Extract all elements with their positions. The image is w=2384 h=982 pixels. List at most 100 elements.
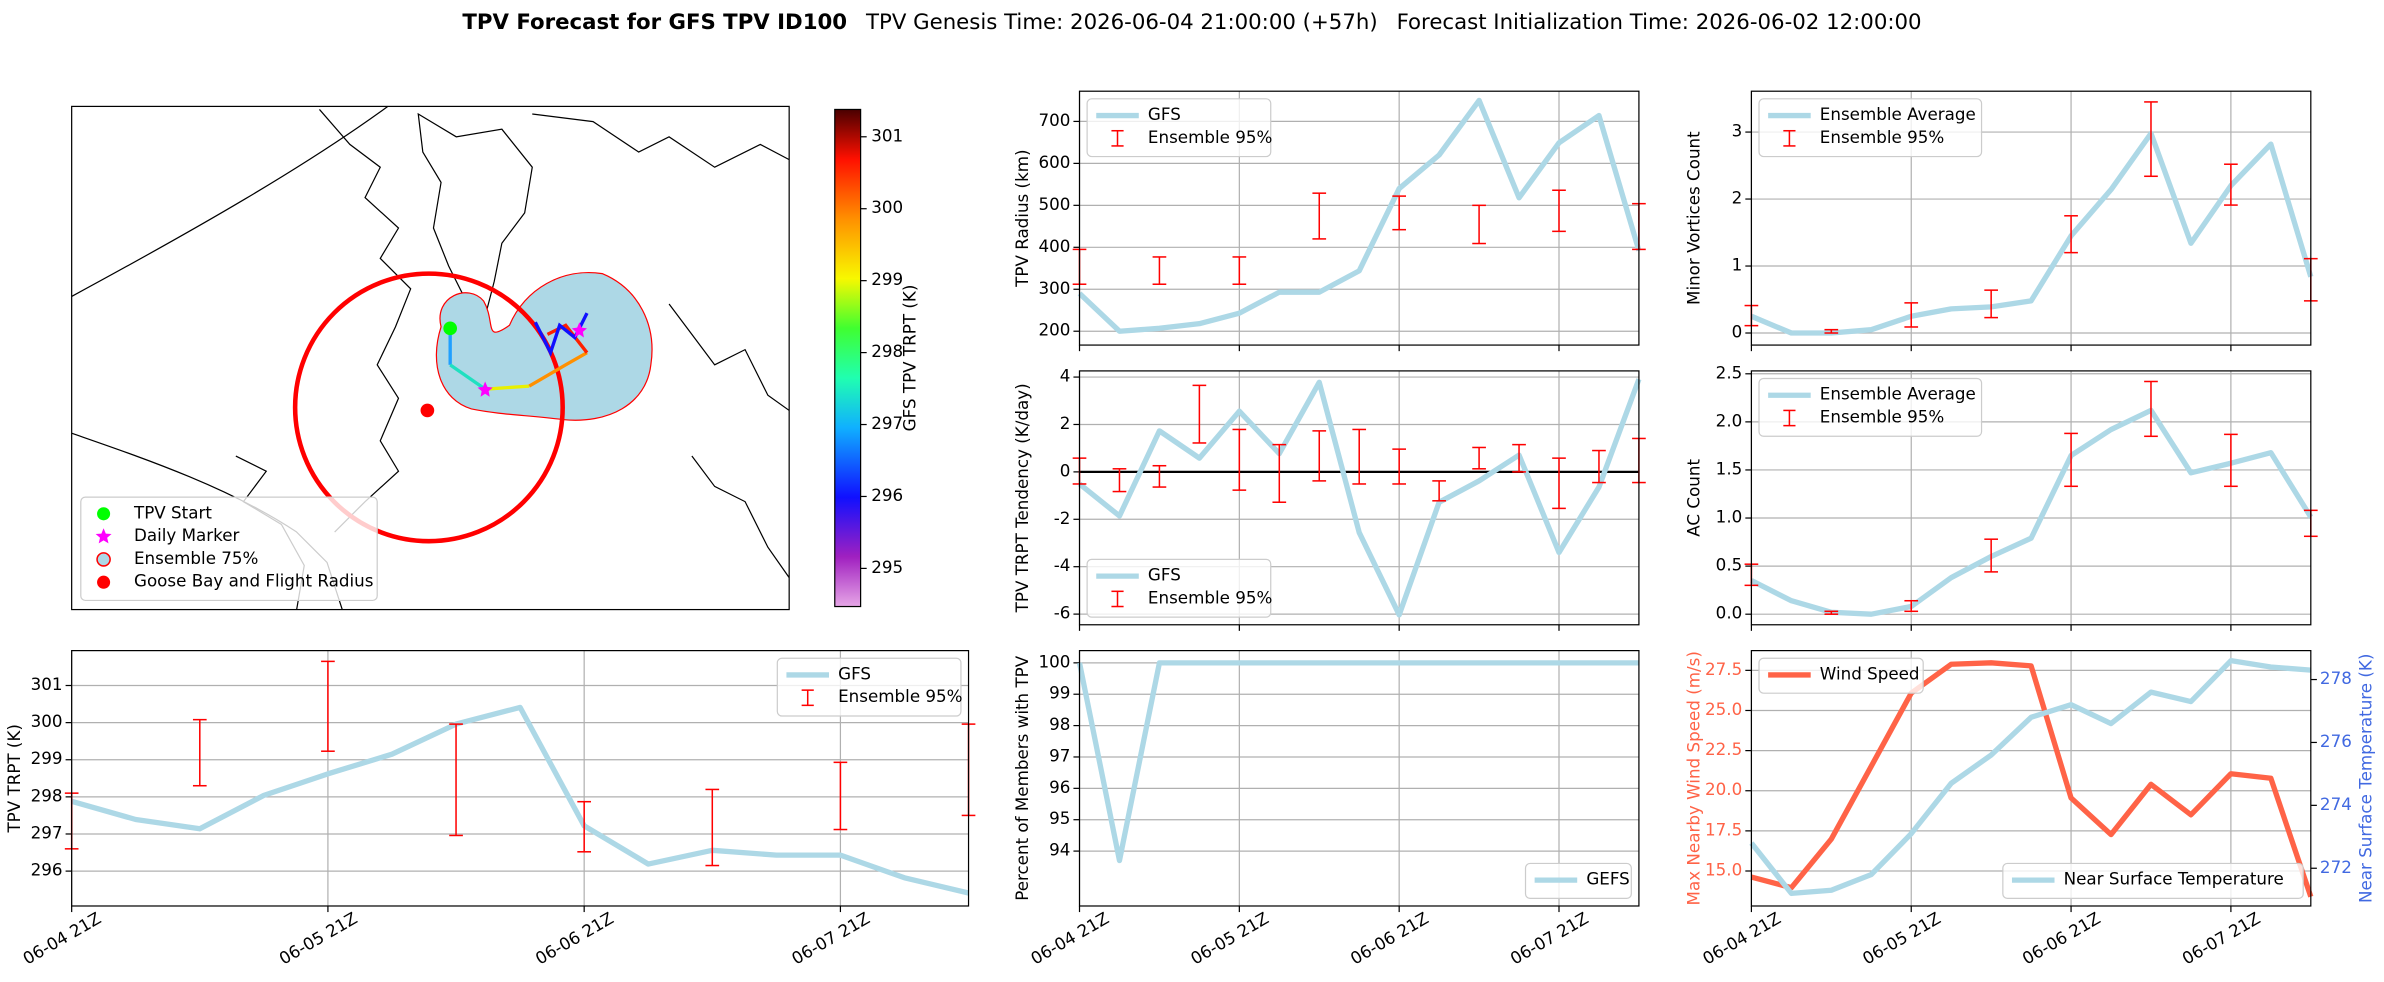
error-bar — [577, 800, 592, 853]
y-tick-label: 297 — [31, 822, 63, 842]
y-tick-label: 1.5 — [1716, 458, 1743, 478]
y-tick-label: 0.0 — [1716, 603, 1743, 623]
legend-label: Wind Speed — [1820, 663, 1920, 683]
legend-label: Ensemble Average — [1820, 104, 1976, 124]
data-line — [1750, 660, 2314, 898]
error-bar — [1272, 443, 1287, 503]
error-bar — [321, 660, 335, 752]
legend-marker — [97, 507, 111, 521]
error-bar — [1472, 204, 1486, 245]
y2-tick-label: 276 — [2320, 731, 2352, 751]
track-segment — [528, 351, 588, 388]
axes-frame — [1750, 90, 2312, 346]
coastline — [71, 105, 389, 297]
error-bar — [1552, 457, 1566, 510]
genesis-time: TPV Genesis Time: 2026-06-04 21:00:00 (+… — [865, 10, 1378, 35]
y-tick-label: 2 — [1060, 413, 1071, 433]
y-tick-label: 3 — [1732, 121, 1743, 141]
figure-title: TPV Forecast for GFS TPV ID100 TPV Genes… — [462, 10, 1921, 35]
map-frame — [71, 105, 790, 611]
y-tick-label: 2.0 — [1716, 410, 1743, 430]
error-bar — [1984, 538, 1998, 573]
legend: GEFS — [1524, 862, 1632, 900]
y-tick-label: 200 — [1038, 320, 1070, 340]
legend-label: GFS — [1148, 565, 1181, 585]
y-tick-label: -4 — [1054, 555, 1071, 575]
legend-label: Ensemble 95% — [1148, 127, 1272, 147]
y-axis-label: TPV Radius (km) — [1012, 149, 1032, 287]
legend-label: Ensemble 95% — [1820, 127, 1944, 147]
legend-box — [1524, 862, 1632, 900]
legend-label: TPV Start — [133, 502, 212, 522]
y-tick-label: 1 — [1732, 255, 1743, 275]
y-tick-label: 298 — [31, 785, 63, 805]
data-line — [1077, 378, 1642, 618]
error-bar — [2064, 432, 2078, 488]
colorbar-tick-label: 298 — [871, 341, 903, 361]
y2-tick-label: 274 — [2320, 794, 2352, 814]
error-bar — [1152, 464, 1167, 488]
y-tick-label: 1.0 — [1716, 507, 1743, 527]
colorbar-tick-label: 299 — [871, 269, 903, 289]
x-tick-label: 06-07 21Z — [788, 908, 873, 969]
error-bar — [1824, 610, 1839, 615]
axes-frame — [1078, 90, 1640, 346]
y-tick-label: -2 — [1054, 508, 1071, 528]
coastline — [691, 455, 790, 578]
x-tick-label: 06-07 21Z — [1507, 908, 1592, 969]
error-bar — [705, 788, 720, 867]
coastline — [668, 303, 790, 411]
legend: Ensemble Average Ensemble 95% — [1758, 377, 1983, 437]
colorbar-tick-label: 295 — [871, 557, 903, 577]
colorbar-tick-label: 301 — [871, 125, 903, 145]
legend-box — [1758, 98, 1983, 158]
error-bar — [1824, 328, 1839, 334]
x-tick-label: 06-05 21Z — [276, 908, 361, 969]
legend-label: Goose Bay and Flight Radius — [134, 571, 373, 591]
legend-label: Daily Marker — [134, 525, 240, 545]
y-tick-label: 296 — [31, 860, 63, 880]
data-line — [70, 704, 970, 896]
x-tick-label: 06-06 21Z — [532, 908, 617, 969]
error-bar — [2064, 215, 2078, 254]
y-tick-label: 301 — [31, 674, 63, 694]
data-line — [1077, 97, 1642, 334]
legend-label: Ensemble 95% — [1148, 587, 1272, 607]
ensemble-75-area — [435, 272, 653, 421]
y-axis-label: Percent of Members with TPV — [1012, 655, 1032, 901]
axes-frame — [1078, 650, 1640, 907]
y-tick-label: 94 — [1049, 840, 1070, 860]
track-segment — [546, 323, 589, 354]
data-line — [1750, 407, 2314, 617]
legend-label: GFS — [838, 663, 871, 683]
y2-axis-label: Near Surface Temperature (K) — [2356, 654, 2376, 903]
error-bar — [1192, 384, 1207, 444]
legend-box — [1758, 657, 1924, 694]
legend-marker — [97, 575, 111, 589]
x-tick-label: 06-06 21Z — [2019, 908, 2104, 969]
y-tick-label: 0 — [1732, 322, 1743, 342]
y-axis-label: TPV TRPT (K) — [4, 724, 24, 834]
y-tick-label: 2 — [1732, 188, 1743, 208]
colorbar — [834, 108, 862, 608]
y-axis-label: Max Nearby Wind Speed (m/s) — [1684, 651, 1704, 905]
x-tick-label: 06-06 21Z — [1347, 908, 1432, 969]
y-tick-label: 600 — [1038, 152, 1070, 172]
error-bar — [2144, 380, 2158, 438]
y-tick-label: 700 — [1038, 110, 1070, 130]
legend: Ensemble Average Ensemble 95% — [1758, 98, 1983, 158]
error-bar — [192, 718, 207, 787]
error-bar — [449, 723, 463, 837]
error-bar — [1552, 189, 1566, 233]
y-tick-label: 500 — [1038, 194, 1070, 214]
error-bar — [1312, 430, 1327, 482]
error-bar — [1112, 468, 1127, 493]
coastline — [417, 112, 533, 324]
title: TPV Forecast for GFS TPV ID100 — [462, 10, 847, 35]
error-bar — [2224, 433, 2238, 488]
error-bar — [2224, 163, 2238, 206]
